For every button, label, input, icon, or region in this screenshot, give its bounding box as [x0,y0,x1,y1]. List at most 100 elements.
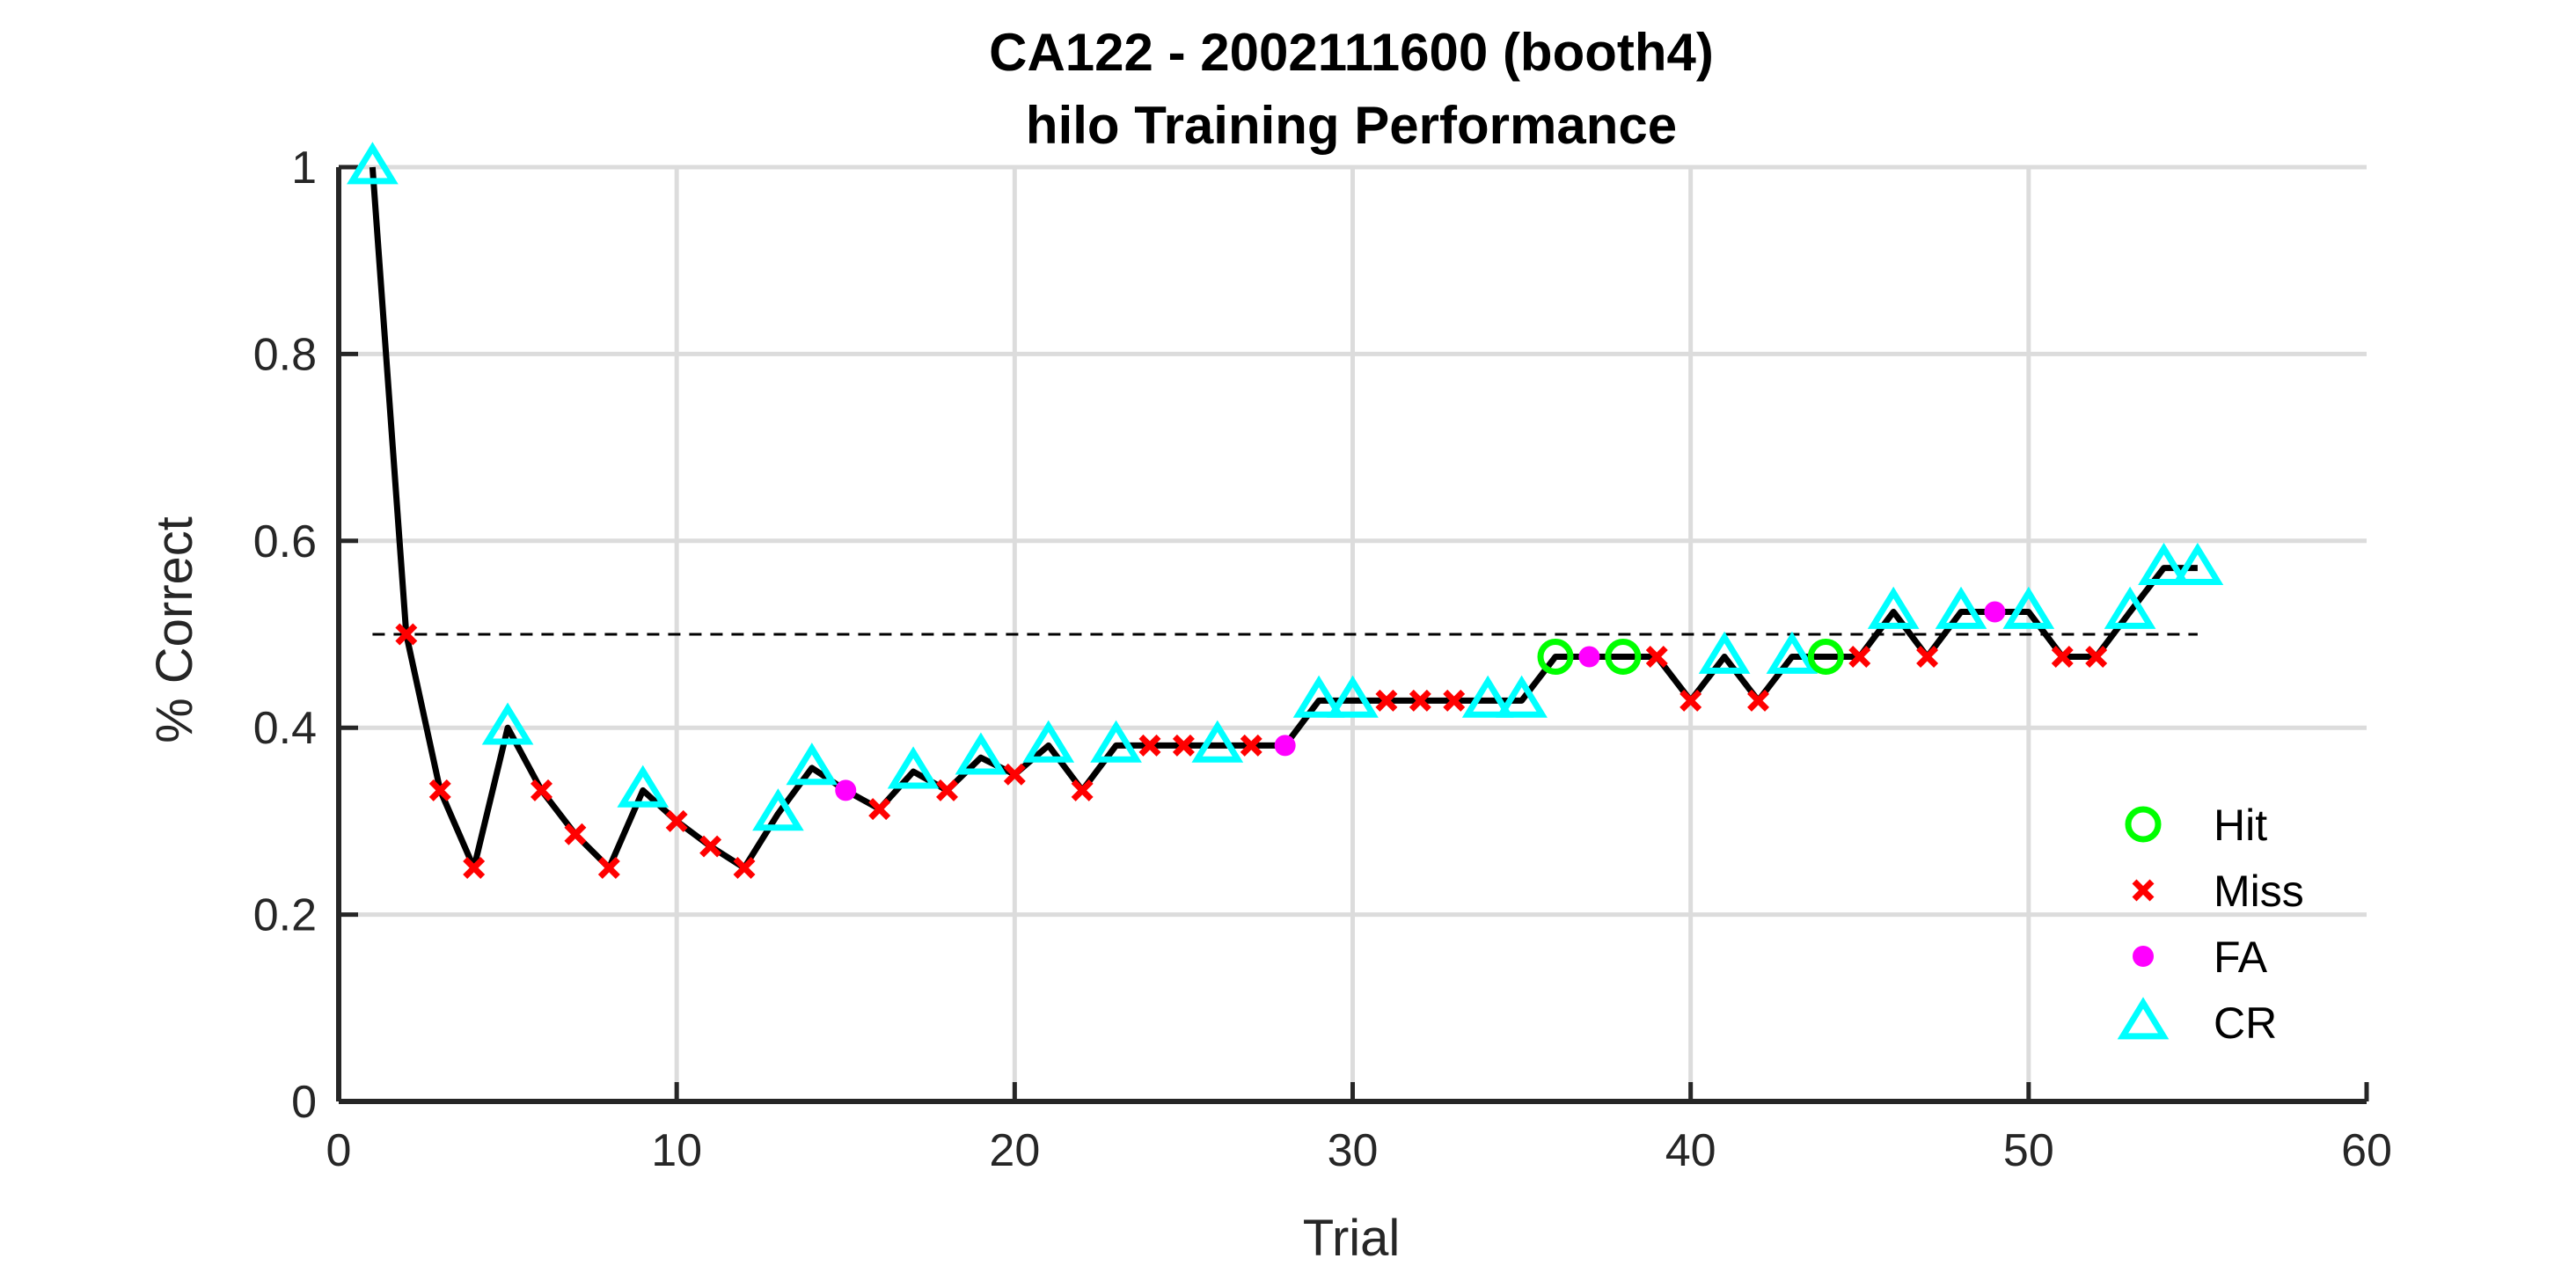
marker-miss [1916,646,1939,668]
marker-miss [1443,689,1466,712]
miss-stroke [428,779,451,801]
miss-stroke [1138,734,1161,757]
miss-stroke [1848,646,1871,668]
marker-cr [1327,675,1379,718]
marker-cr [786,743,838,786]
miss-stroke [2085,646,2108,668]
legend: Hit Miss FA CR [2117,801,2304,1048]
legend-label-hit: Hit [2214,801,2267,850]
y-tick-label: 0.2 [253,890,317,941]
marker-cr [347,142,399,185]
marker-cr [955,732,1007,775]
chart-subtitle: hilo Training Performance [1026,96,1677,155]
miss-stroke [395,623,418,646]
tick-labels: 0 10 20 30 40 50 60 0 0.2 0.4 0.6 0.8 1 [253,143,2392,1176]
marker-miss [463,857,486,879]
marker-miss [1645,646,1668,668]
x-tick-label: 30 [1328,1125,1379,1176]
miss-stroke [733,857,756,879]
marker-cr [1090,720,1142,763]
miss-stroke [1747,689,1769,712]
marker-miss [699,835,722,858]
marker-fa [1984,601,2006,623]
miss-stroke [1916,646,1939,668]
marker-cr [2104,586,2156,629]
x-tick-label: 20 [989,1125,1040,1176]
marker-miss [597,857,620,879]
x-tick-label: 60 [2341,1125,2392,1176]
miss-stroke [665,809,688,832]
y-tick-label: 0.4 [253,703,317,754]
miss-stroke [868,798,891,821]
chart-title: CA122 - 2002111600 (booth4) [989,23,1714,82]
marker-miss [1747,689,1769,712]
marker-cr [1461,675,1514,718]
miss-stroke [463,857,486,879]
marker-cr [617,765,670,808]
miss-stroke [531,779,553,801]
performance-polyline [369,166,2198,871]
y-tick-label: 1 [291,143,317,194]
trial-markers [347,142,2224,879]
x-tick-label: 50 [2003,1125,2054,1176]
marker-miss [1071,779,1094,801]
marker-cr [1022,720,1075,763]
marker-cr [1698,631,1751,674]
miss-stroke [1172,734,1195,757]
marker-hit [1605,638,1642,675]
marker-miss [1375,689,1398,712]
y-axis-label: % Correct [146,516,203,743]
legend-marker-fa [2133,946,2154,967]
marker-miss [1172,734,1195,757]
marker-cr [1292,675,1345,718]
miss-stroke [1443,689,1466,712]
miss-stroke [1680,689,1702,712]
marker-cr [1496,675,1548,718]
legend-marker-hit [2125,806,2162,843]
legend-marker-cr [2117,997,2170,1040]
legend-label-fa: FA [2214,933,2268,982]
miss-stroke [564,823,587,845]
marker-cr [887,746,940,789]
miss-stroke [699,835,722,858]
legend-label-miss: Miss [2214,867,2304,916]
x-tick-label: 40 [1665,1125,1716,1176]
legend-label-cr: CR [2214,999,2277,1048]
marker-miss [531,779,553,801]
marker-miss [1409,689,1431,712]
marker-miss [868,798,891,821]
miss-stroke [1375,689,1398,712]
x-tick-label: 10 [651,1125,702,1176]
marker-fa [1578,646,1600,668]
y-tick-label: 0.8 [253,329,317,380]
marker-miss [1138,734,1161,757]
miss-stroke [2132,879,2155,902]
marker-miss [395,623,418,646]
marker-miss [428,779,451,801]
marker-cr [2138,542,2190,585]
miss-stroke [1071,779,1094,801]
marker-miss [936,779,958,801]
marker-cr [481,702,534,745]
marker-cr [1935,586,1987,629]
marker-miss [1240,734,1262,757]
performance-line [369,166,2198,871]
marker-miss [1003,763,1026,786]
marker-cr [1766,631,1819,674]
miss-stroke [1240,734,1262,757]
miss-stroke [1003,763,1026,786]
marker-miss [733,857,756,879]
marker-fa [835,779,857,801]
legend-marker-miss [2132,879,2155,902]
marker-cr [1867,586,1920,629]
marker-cr [2171,542,2224,585]
marker-miss [665,809,688,832]
y-tick-label: 0.6 [253,516,317,567]
miss-stroke [1409,689,1431,712]
miss-stroke [1645,646,1668,668]
marker-miss [1848,646,1871,668]
marker-cr [2002,586,2055,629]
x-tick-label: 0 [326,1125,352,1176]
